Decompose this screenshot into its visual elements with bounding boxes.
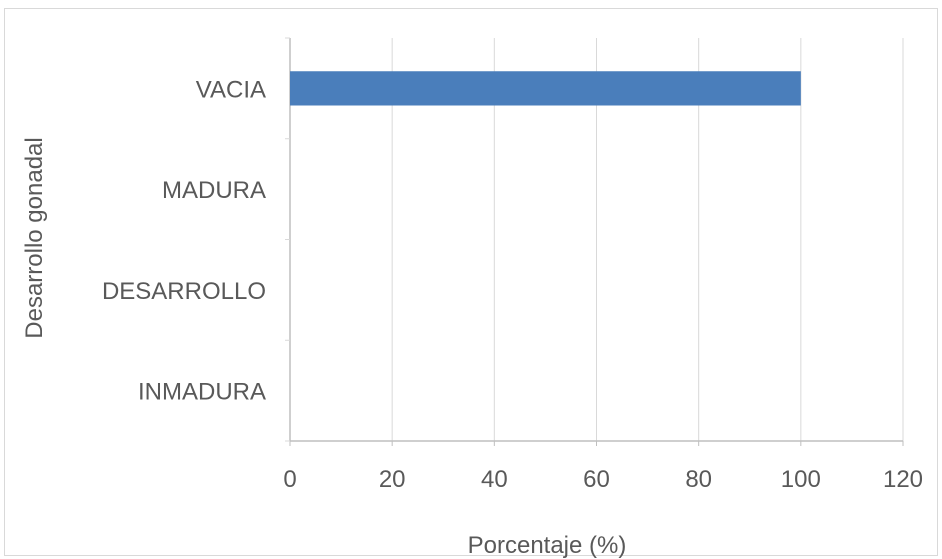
x-axis-title: Porcentaje (%) bbox=[468, 532, 627, 559]
category-label: DESARROLLO bbox=[102, 278, 266, 305]
y-axis-title: Desarrollo gonadal bbox=[21, 137, 48, 338]
category-label: VACIA bbox=[196, 76, 266, 103]
x-tick-label: 0 bbox=[283, 466, 296, 493]
x-tick-label: 100 bbox=[781, 466, 821, 493]
category-labels: VACIA MADURA DESARROLLO INMADURA bbox=[102, 76, 266, 405]
x-tick-label: 40 bbox=[481, 466, 508, 493]
x-tick-label: 120 bbox=[883, 466, 923, 493]
x-tick-labels: 0 20 40 60 80 100 120 bbox=[283, 466, 923, 493]
x-tick-label: 60 bbox=[583, 466, 610, 493]
x-tick-label: 80 bbox=[685, 466, 712, 493]
x-tick-label: 20 bbox=[379, 466, 406, 493]
bars bbox=[290, 71, 801, 106]
category-label: INMADURA bbox=[138, 379, 266, 406]
category-label: MADURA bbox=[162, 177, 266, 204]
bar bbox=[290, 71, 801, 106]
